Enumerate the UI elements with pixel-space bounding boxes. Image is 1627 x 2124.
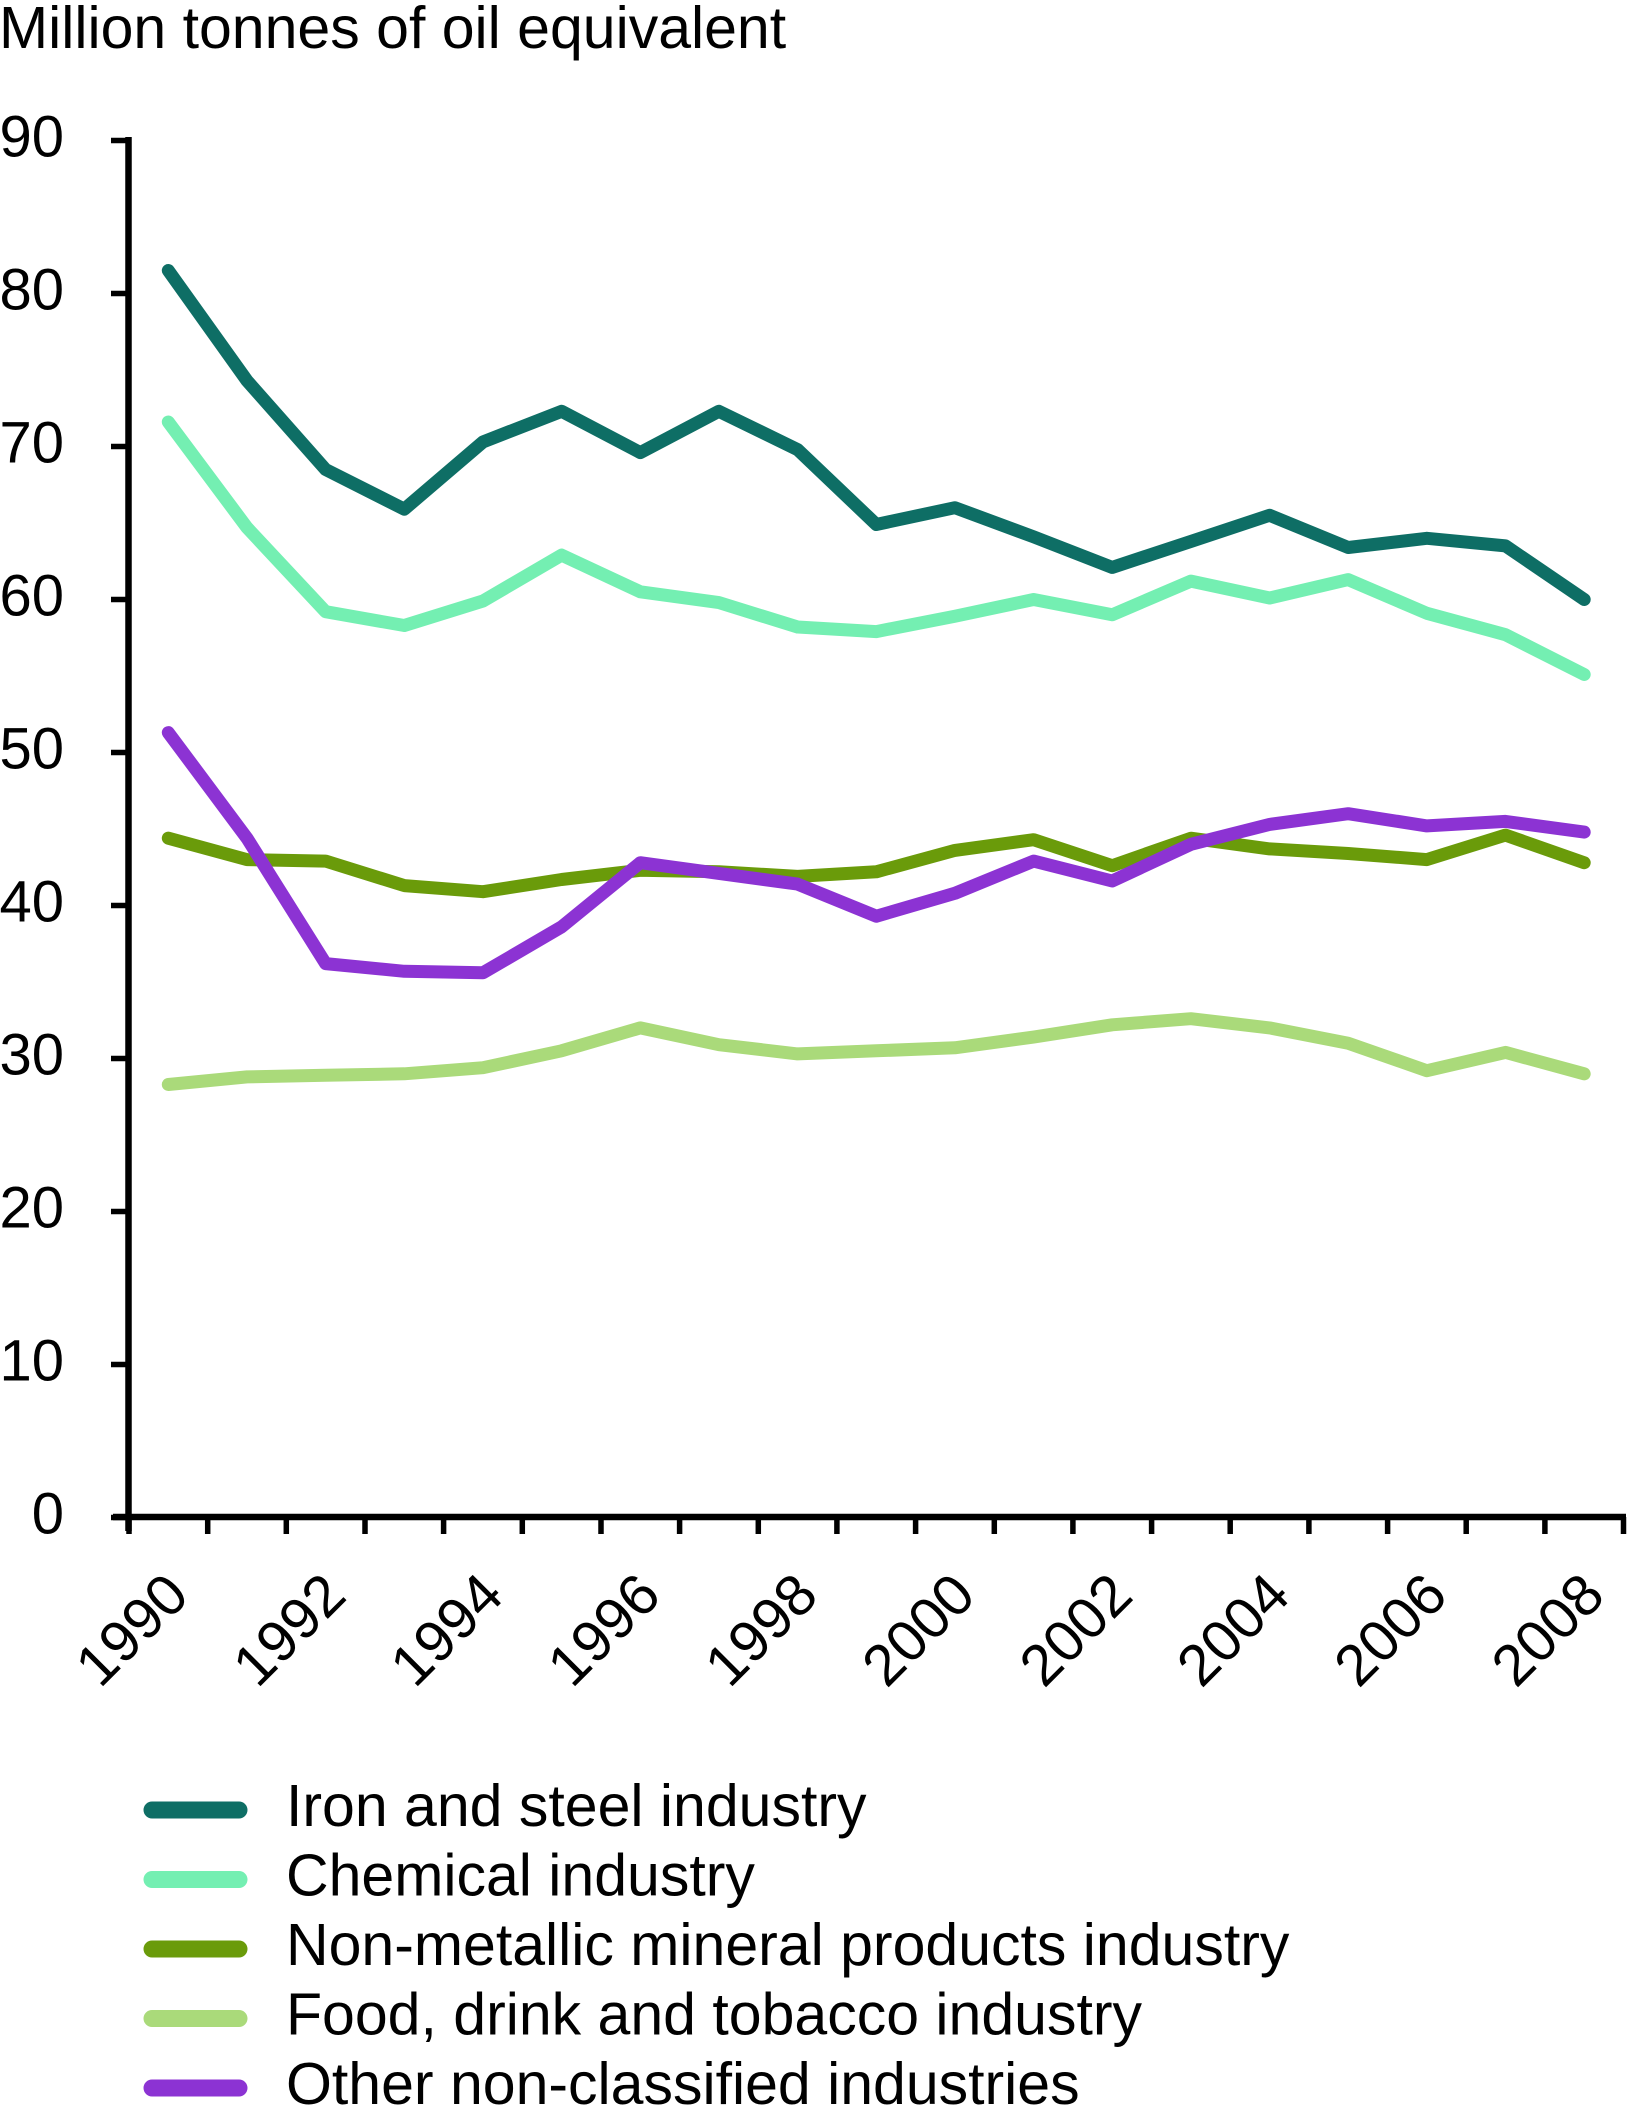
- svg-text:0: 0: [32, 1482, 64, 1547]
- svg-text:20: 20: [0, 1176, 64, 1241]
- svg-text:80: 80: [0, 258, 64, 323]
- svg-text:30: 30: [0, 1023, 64, 1088]
- svg-text:60: 60: [0, 564, 64, 629]
- svg-text:Million tonnes of oil equivale: Million tonnes of oil equivalent: [0, 0, 786, 61]
- svg-text:Non-metallic mineral products: Non-metallic mineral products industry: [286, 1912, 1290, 1978]
- svg-text:Iron and steel industry: Iron and steel industry: [286, 1773, 867, 1839]
- svg-text:Food, drink and tobacco indust: Food, drink and tobacco industry: [286, 1982, 1142, 2048]
- svg-text:40: 40: [0, 870, 64, 935]
- svg-text:50: 50: [0, 717, 64, 782]
- svg-text:Other non-classified industrie: Other non-classified industries: [286, 2051, 1080, 2117]
- svg-text:90: 90: [0, 105, 64, 170]
- svg-text:70: 70: [0, 411, 64, 476]
- svg-text:Chemical industry: Chemical industry: [286, 1843, 755, 1909]
- svg-text:10: 10: [0, 1329, 64, 1394]
